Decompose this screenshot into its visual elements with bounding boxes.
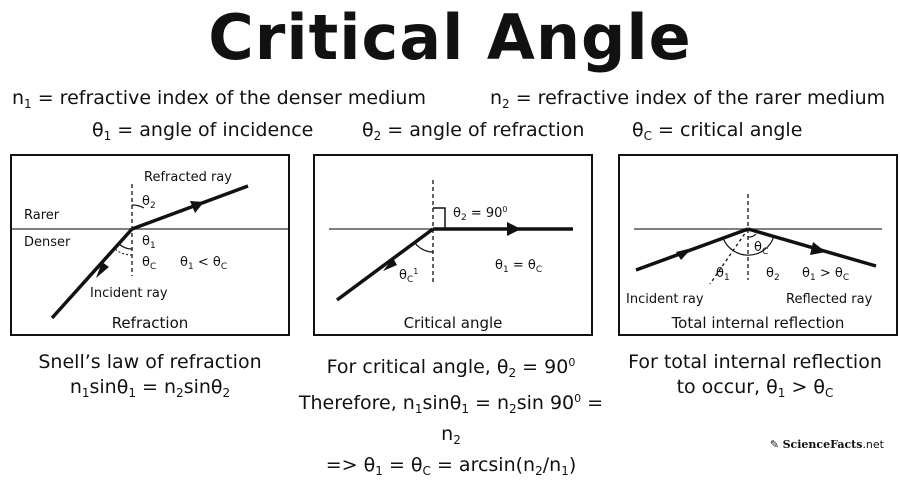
denser-label: Denser xyxy=(24,235,71,250)
theta1-arc xyxy=(118,243,133,250)
tir-title: For total internal reflection xyxy=(628,351,882,373)
incident-arrow xyxy=(676,248,692,260)
refracted-ray xyxy=(131,184,249,231)
definition-theta2: θ2 = angle of refraction xyxy=(362,119,585,143)
snell-title: Snell’s law of refraction xyxy=(38,351,262,373)
definition-n2: n2 = refractive index of the rarer mediu… xyxy=(490,87,886,111)
definition-n1: n1 = refractive index of the denser medi… xyxy=(12,87,426,111)
critical-result: => θ1 = θC = arcsin(n2/n1) xyxy=(325,454,577,478)
critical-angle-block: For critical angle, θ2 = 900 Therefore, … xyxy=(296,350,606,484)
refraction-diagram xyxy=(12,184,288,320)
theta1-label: θ1 xyxy=(716,266,730,283)
critical-angle-diagram xyxy=(329,180,573,302)
snell-law-block: Snell’s law of refraction n1sinθ1 = n2si… xyxy=(10,350,290,406)
thetac-arc xyxy=(747,233,757,238)
incident-ray-label: Incident ray xyxy=(90,286,168,301)
reflected-arrow xyxy=(810,242,826,255)
logo-suffix: .net xyxy=(862,438,884,451)
critical-title: For critical angle, θ2 = 900 xyxy=(326,356,576,380)
right-angle-label: θ2 = 900 xyxy=(453,205,508,223)
extension-line xyxy=(709,228,749,285)
refracted-arrow xyxy=(190,201,204,213)
thetac-label: θC xyxy=(142,255,157,272)
definition-theta1: θ1 = angle of incidence xyxy=(92,119,314,143)
relation-label: θ1 = θC xyxy=(495,258,543,275)
thetac-label: θC xyxy=(754,240,769,257)
incident-ray-label: Incident ray xyxy=(626,292,704,307)
thetac-arc xyxy=(114,248,133,256)
thetac-arc xyxy=(414,242,434,253)
relation-label: θ1 > θC xyxy=(802,266,850,283)
refracted-arrow xyxy=(507,222,521,236)
rarer-label: Rarer xyxy=(24,208,60,223)
tir-caption: Total internal reflection xyxy=(671,314,845,332)
sciencefacts-logo: ✎ ScienceFacts.net xyxy=(770,438,884,451)
page-title: Critical Angle xyxy=(208,1,692,74)
critical-equation: Therefore, n1sinθ1 = n2sin 900 = n2 xyxy=(298,392,604,447)
critical-angle-panel: θ2 = 900 θC1 θ1 = θC Critical angle xyxy=(313,154,593,336)
theta2-label: θ2 xyxy=(142,194,156,211)
tir-condition: to occur, θ1 > θC xyxy=(676,376,834,400)
incident-ray xyxy=(50,227,134,320)
critical-angle-caption: Critical angle xyxy=(403,314,503,332)
incident-arrow xyxy=(96,262,109,278)
incident-ray xyxy=(635,227,749,272)
refraction-panel: Refracted ray θ2 Rarer Denser θ1 θC θ1 <… xyxy=(10,154,290,336)
theta2-label: θ2 xyxy=(766,266,780,283)
theta-arc xyxy=(722,235,775,256)
refraction-caption: Refraction xyxy=(111,314,189,332)
total-internal-reflection-panel: θC θ1 θ2 θ1 > θC Incident ray Reflected … xyxy=(618,154,898,336)
relation-label: θ1 < θC xyxy=(180,255,228,272)
thetac-label: θC1 xyxy=(399,267,419,285)
theta2-arc xyxy=(131,204,145,209)
definition-thetac: θC = critical angle xyxy=(632,119,803,143)
logo-brand: ScienceFacts xyxy=(782,438,863,451)
right-angle-mark xyxy=(433,207,446,229)
refracted-ray-label: Refracted ray xyxy=(144,170,232,185)
tir-block: For total internal reflection to occur, … xyxy=(612,350,898,406)
theta1-label: θ1 xyxy=(142,234,156,251)
incident-arrow xyxy=(383,258,397,271)
snell-equation: n1sinθ1 = n2sinθ2 xyxy=(69,376,231,400)
reflected-ray-label: Reflected ray xyxy=(786,292,873,307)
tir-diagram xyxy=(634,194,882,285)
incident-ray xyxy=(335,227,435,302)
logo-icon: ✎ xyxy=(769,438,780,451)
